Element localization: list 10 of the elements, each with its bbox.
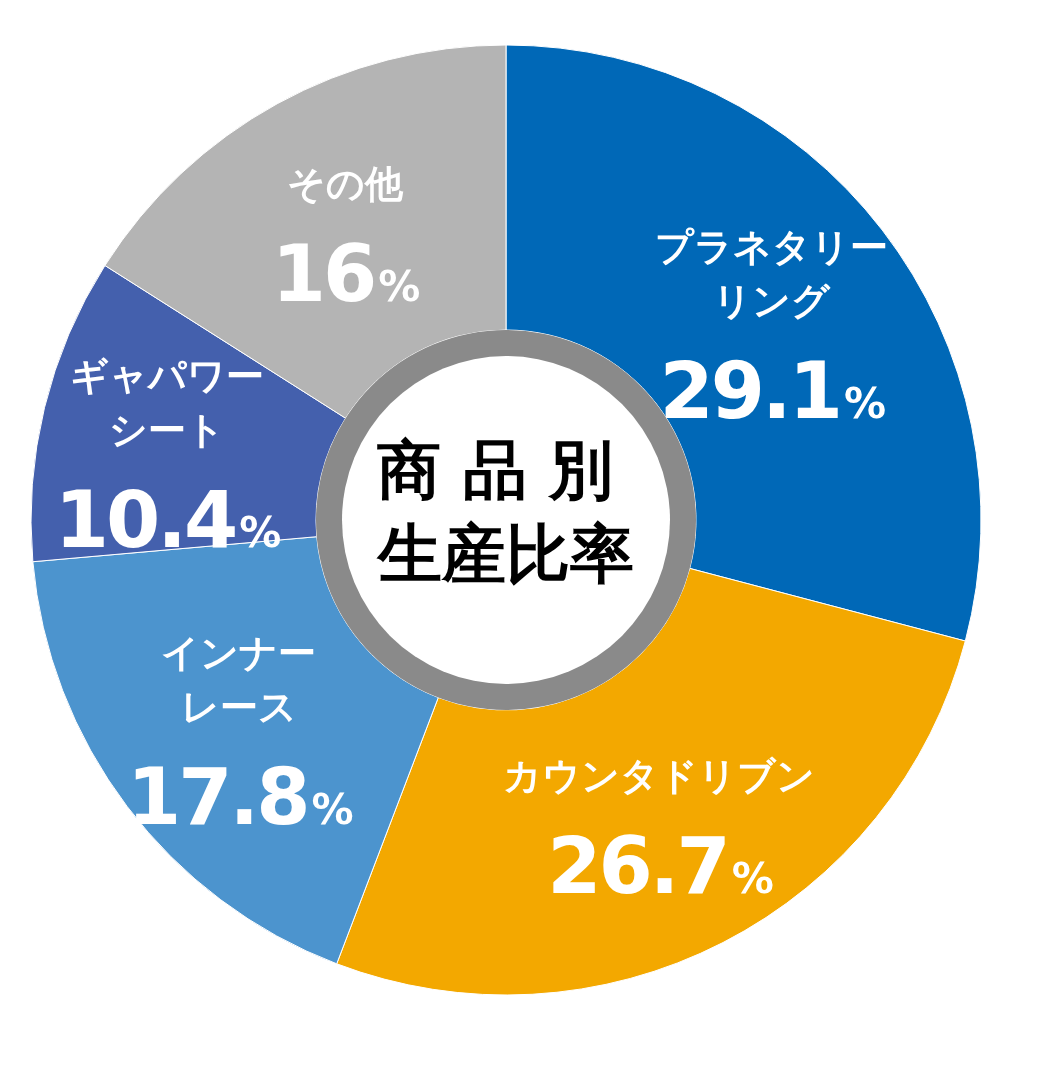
slice-label: インナーレース xyxy=(161,630,317,729)
slice-label: カウンタドリブン xyxy=(503,754,816,799)
data-label: 17.8% xyxy=(126,751,353,842)
slice-label: プラネタリーリング xyxy=(654,224,888,323)
data-label: 16% xyxy=(271,229,420,320)
data-label: 26.7% xyxy=(547,821,773,912)
slice-label: ギャパワーシート xyxy=(69,353,264,452)
text: 商品別生産比率 xyxy=(376,433,635,591)
slice-label: その他 xyxy=(286,162,404,207)
data-label: 29.1% xyxy=(659,345,886,436)
